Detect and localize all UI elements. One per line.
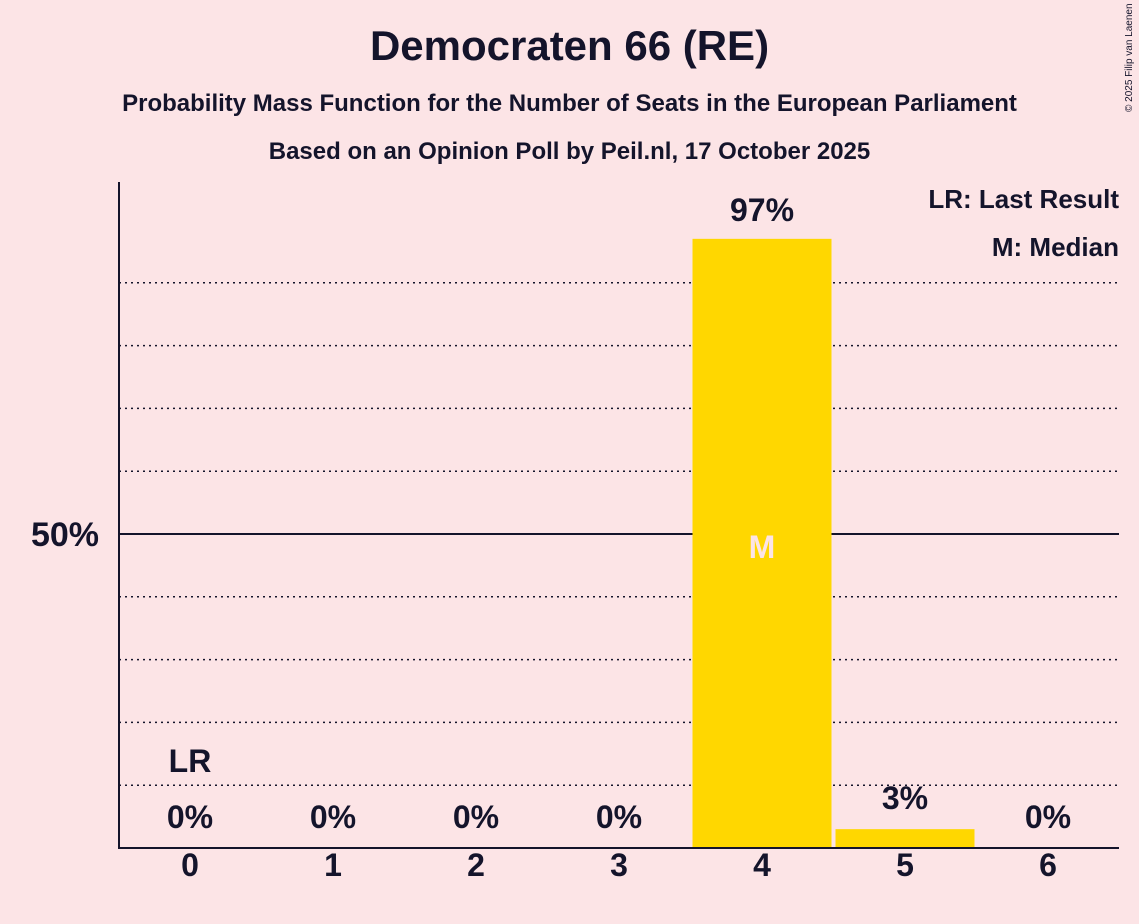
chart-title: Democraten 66 (RE) bbox=[369, 22, 770, 69]
data-label: 0% bbox=[453, 799, 499, 835]
data-label: 0% bbox=[1025, 799, 1071, 835]
x-tick-label: 1 bbox=[324, 847, 342, 883]
x-tick-label: 4 bbox=[753, 847, 771, 883]
legend-median: M: Median bbox=[991, 232, 1119, 262]
x-tick-label: 0 bbox=[181, 847, 199, 883]
data-label: 0% bbox=[596, 799, 642, 835]
data-label: 3% bbox=[882, 780, 928, 816]
data-label: 97% bbox=[730, 192, 794, 228]
x-tick-label: 6 bbox=[1039, 847, 1057, 883]
bar bbox=[835, 829, 975, 848]
last-result-marker: LR bbox=[169, 743, 212, 779]
data-label: 0% bbox=[167, 799, 213, 835]
bar bbox=[692, 238, 832, 849]
y-tick-label: 50% bbox=[31, 516, 99, 554]
chart-subtitle: Probability Mass Function for the Number… bbox=[122, 90, 1017, 117]
median-marker: M bbox=[749, 529, 776, 565]
x-tick-label: 2 bbox=[467, 847, 485, 883]
legend-last-result: LR: Last Result bbox=[928, 184, 1119, 214]
x-tick-label: 5 bbox=[896, 847, 914, 883]
x-tick-label: 3 bbox=[610, 847, 628, 883]
chart-source: Based on an Opinion Poll by Peil.nl, 17 … bbox=[268, 138, 871, 165]
data-label: 0% bbox=[310, 799, 356, 835]
